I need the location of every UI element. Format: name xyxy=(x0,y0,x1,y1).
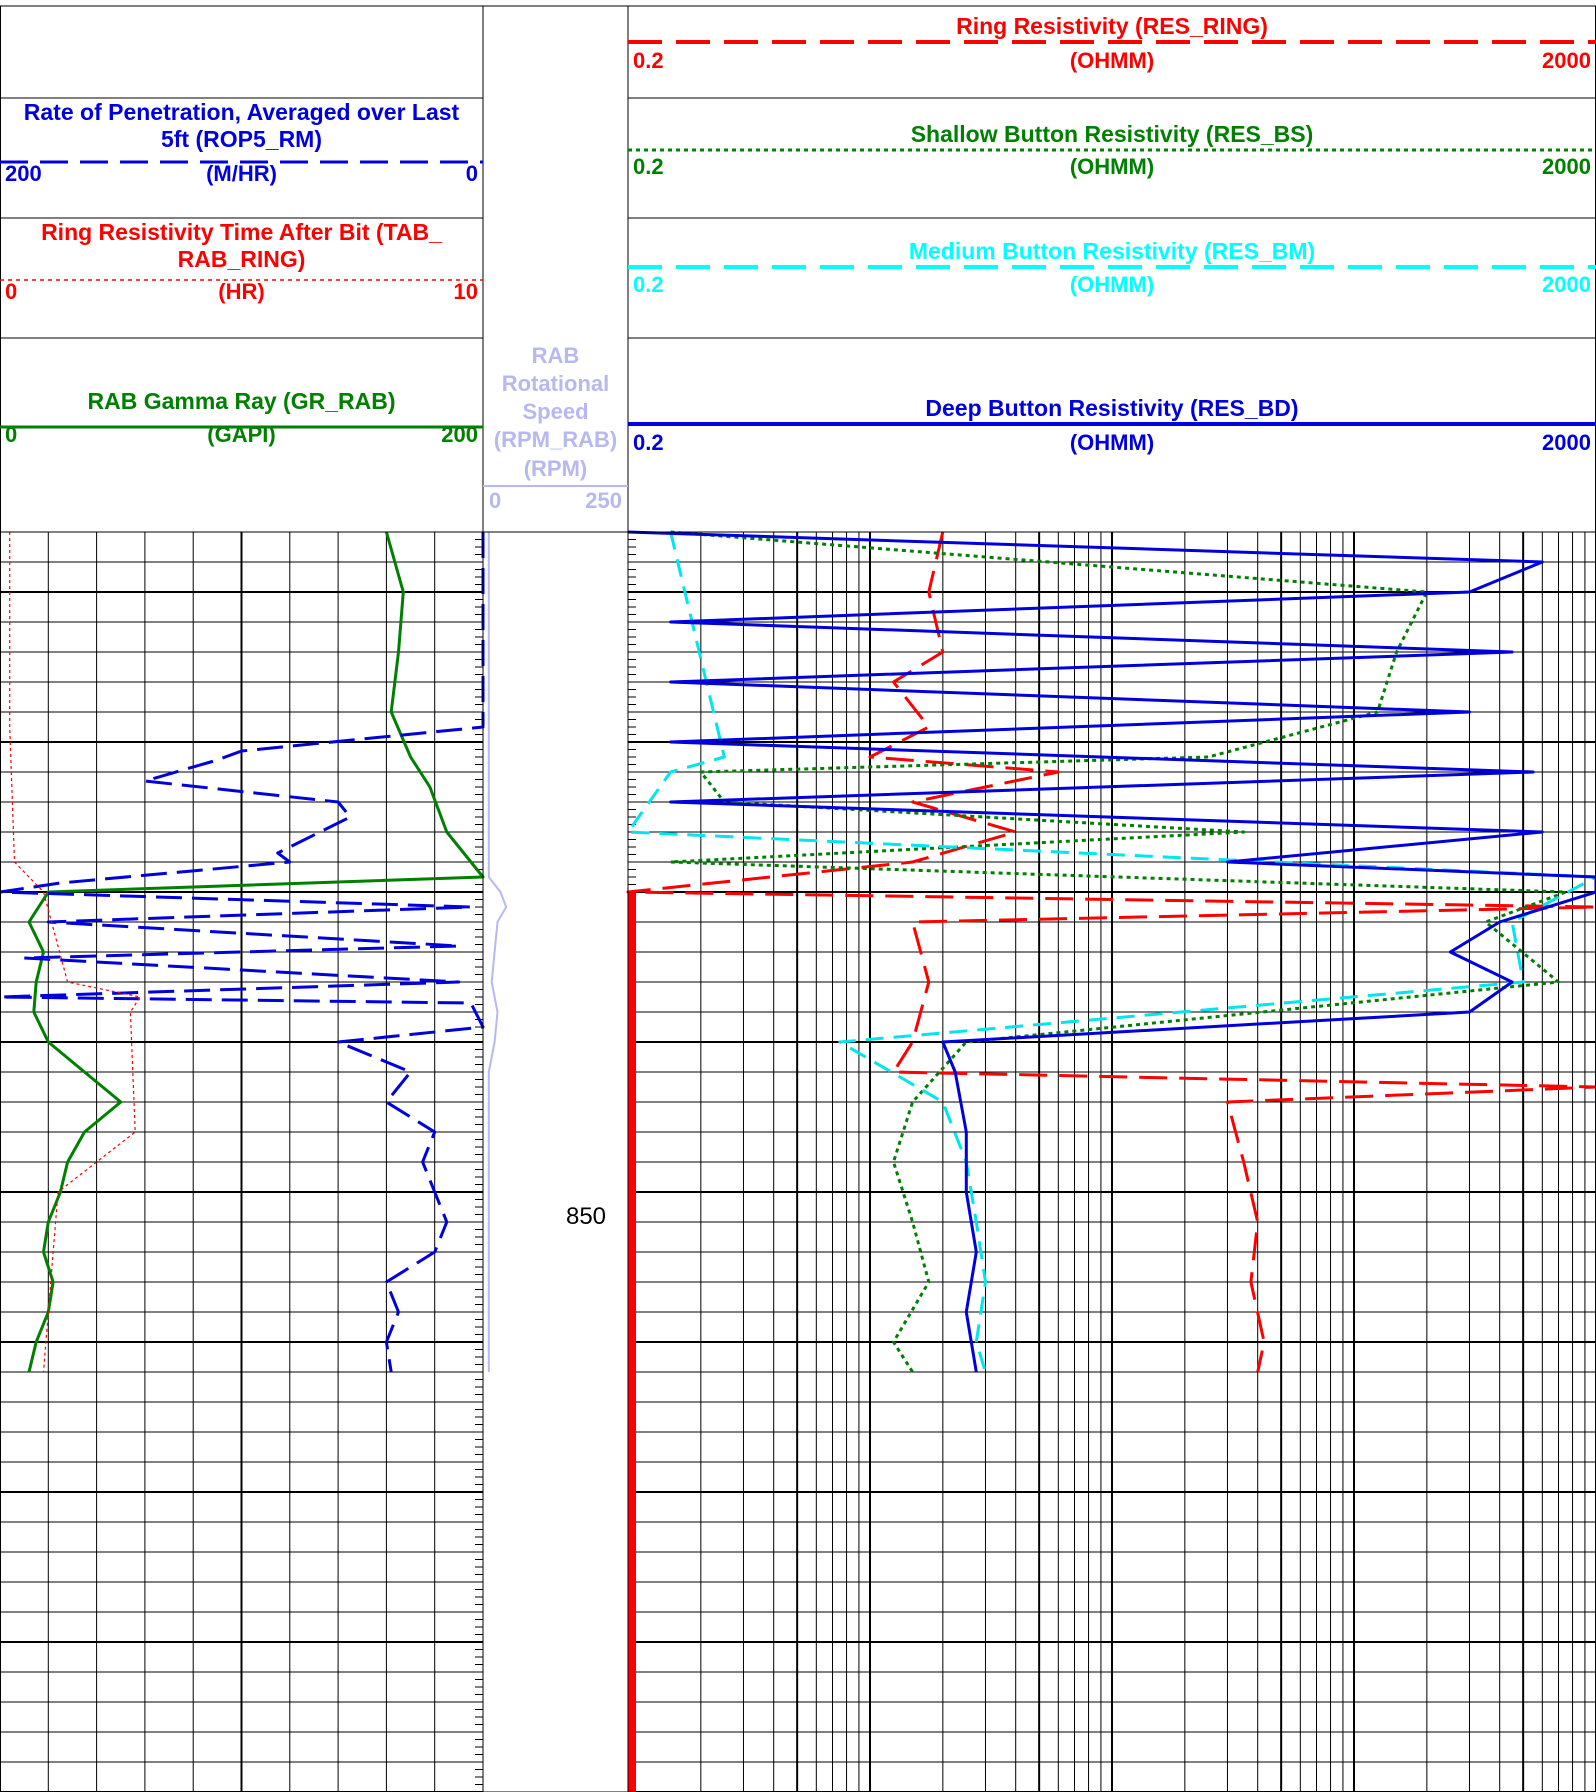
scale-min-rop: 200 xyxy=(5,161,42,186)
rpm-title-line2: Rotational xyxy=(502,371,610,396)
scale-max-res_bs: 2000 xyxy=(1542,154,1591,179)
header-title-res_bm: Medium Button Resistivity (RES_BM) xyxy=(909,238,1315,264)
header-title-rop-line1: Rate of Penetration, Averaged over Last xyxy=(24,99,460,125)
header-title-res_ring: Ring Resistivity (RES_RING) xyxy=(956,13,1268,39)
header-title-gr: RAB Gamma Ray (GR_RAB) xyxy=(87,388,395,414)
rpm-title-line1: RAB xyxy=(532,343,580,368)
unit-res_bs: (OHMM) xyxy=(1070,154,1154,179)
unit-rop: (M/HR) xyxy=(206,161,277,186)
unit-res_bd: (OHMM) xyxy=(1070,430,1154,455)
series-line-0 xyxy=(27,531,485,1373)
unit-tab: (HR) xyxy=(218,279,264,304)
scale-max-rop: 0 xyxy=(466,161,478,186)
rpm-title-line4: (RPM_RAB) xyxy=(494,427,617,452)
header-title-tab-line1: Ring Resistivity Time After Bit (TAB_ xyxy=(41,219,442,245)
scale-max-res_bm: 2000 xyxy=(1542,272,1591,297)
scale-max-res_bd: 2000 xyxy=(1542,430,1591,455)
series-line-1 xyxy=(0,532,485,1373)
scale-min-res_bm: 0.2 xyxy=(633,272,664,297)
header-title-res_bs: Shallow Button Resistivity (RES_BS) xyxy=(911,121,1314,147)
scale-max-tab: 10 xyxy=(454,279,478,304)
header-title-rop-line2: 5ft (ROP5_RM) xyxy=(161,126,322,152)
scale-min-res_bd: 0.2 xyxy=(633,430,664,455)
scale-min-res_bs: 0.2 xyxy=(633,154,664,179)
scale-max-res_ring: 2000 xyxy=(1542,48,1591,73)
scale-max-gr: 200 xyxy=(441,422,478,447)
header-title-tab-line2: RAB_RING) xyxy=(178,246,306,272)
header-title-res_bd: Deep Button Resistivity (RES_BD) xyxy=(925,395,1298,421)
unit-res_ring: (OHMM) xyxy=(1070,48,1154,73)
scale-min-res_ring: 0.2 xyxy=(633,48,664,73)
scale-min-tab: 0 xyxy=(5,279,17,304)
series-line-5 xyxy=(669,530,1568,1373)
series-line-6 xyxy=(626,531,1596,1373)
unit-gr: (GAPI) xyxy=(207,422,275,447)
scale-min-rpm: 0 xyxy=(489,488,501,513)
series-line-3 xyxy=(487,532,508,1372)
series-line-4 xyxy=(626,531,1596,1373)
rpm-title-line3: Speed xyxy=(522,399,588,424)
res-ring-fill-strip xyxy=(628,892,636,1792)
depth-label: 850 xyxy=(566,1203,606,1230)
unit-res_bm: (OHMM) xyxy=(1070,272,1154,297)
series-line-7 xyxy=(627,530,1596,1373)
scale-max-rpm: 250 xyxy=(585,488,622,513)
rpm-title-line5: (RPM) xyxy=(524,456,588,481)
scale-min-gr: 0 xyxy=(5,422,17,447)
